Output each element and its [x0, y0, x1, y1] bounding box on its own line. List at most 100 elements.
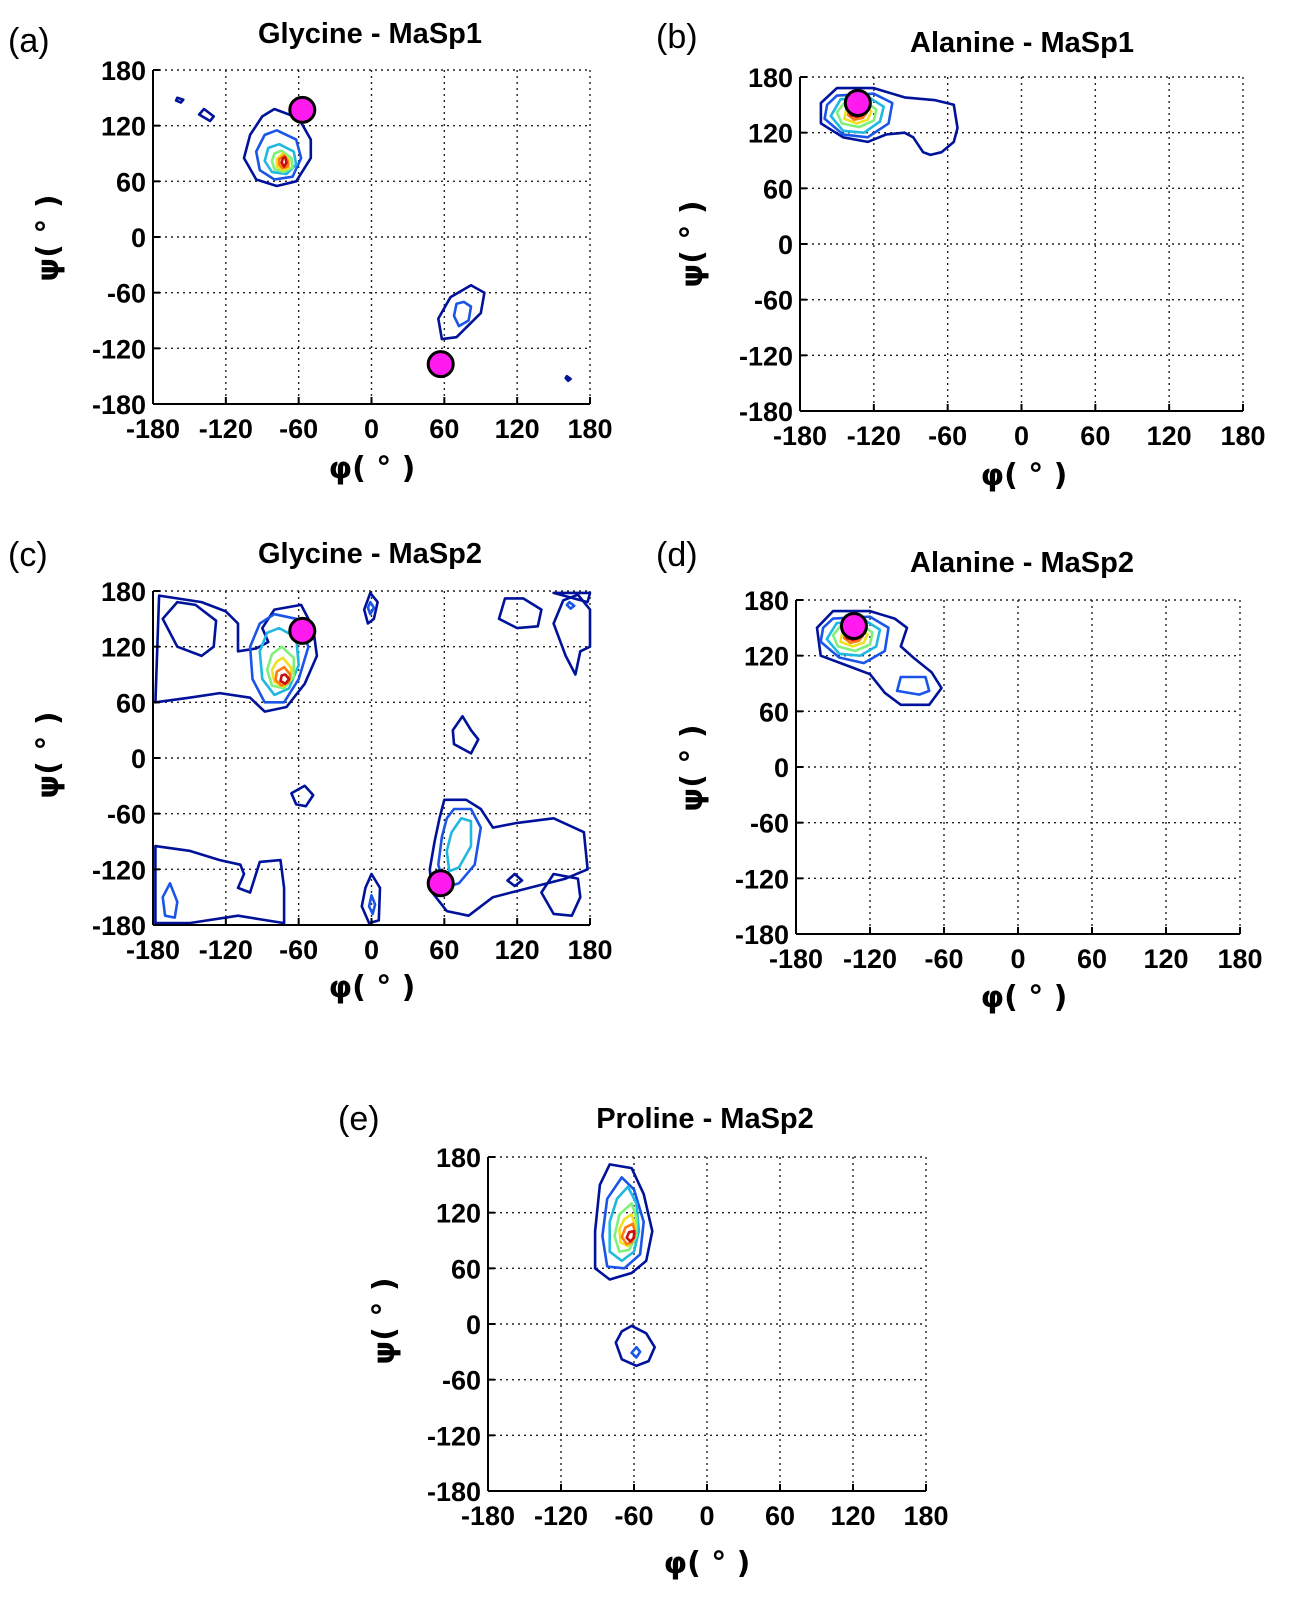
contour-level-5: [275, 152, 291, 172]
grid-lines: [796, 599, 1241, 934]
y-axis-label: ψ( ° ): [31, 711, 66, 798]
y-tick-label: -60: [754, 286, 793, 316]
x-tick-label: -60: [614, 1501, 653, 1531]
x-tick-label: 0: [1010, 944, 1025, 974]
contour-level-1: [552, 591, 592, 604]
grid-lines: [800, 76, 1244, 411]
y-axis-label: ψ( ° ): [675, 200, 710, 287]
contour-level-4: [265, 645, 296, 690]
panel-title: Alanine - MaSp2: [910, 547, 1134, 579]
panel-title: Glycine - MaSp1: [258, 18, 482, 50]
contour-level-1: [819, 86, 959, 157]
contour-level-3: [608, 1185, 641, 1263]
x-tick-label: -180: [769, 944, 823, 974]
x-tick-label: 180: [903, 1501, 948, 1531]
x-tick-label: -60: [924, 944, 963, 974]
reference-marker: [288, 616, 317, 645]
y-tick-label: -120: [735, 864, 789, 894]
x-tick-label: 60: [429, 935, 459, 965]
contour-level-2: [895, 675, 931, 696]
y-tick-label: 120: [101, 633, 146, 663]
contour-level-2: [565, 600, 576, 610]
x-tick-label: -120: [199, 935, 253, 965]
y-axis-label: ψ( ° ): [675, 724, 710, 811]
contour-lines: [819, 86, 959, 157]
contour-level-6: [277, 154, 290, 170]
x-tick-label: 60: [429, 414, 459, 444]
contour-level-1: [552, 593, 592, 676]
contour-level-1: [290, 784, 315, 808]
contour-level-6: [274, 665, 292, 687]
contour-level-1: [564, 374, 572, 383]
panel-a: (a) Glycine - MaSp1 -180-180 -120 -120 -60 -60…: [8, 18, 613, 486]
reference-marker: [843, 88, 872, 117]
contour-level-1: [362, 591, 379, 625]
x-tick-label: -60: [928, 421, 967, 451]
contour-level-1: [154, 594, 319, 713]
y-tick-label: 120: [748, 119, 793, 149]
x-axis-label: φ( ° ): [981, 458, 1068, 493]
contour-level-3: [445, 816, 473, 873]
y-tick-label: -180: [427, 1477, 481, 1507]
panel-title: Glycine - MaSp2: [258, 538, 482, 570]
x-tick-label: -60: [279, 935, 318, 965]
contour-level-2: [161, 881, 179, 919]
reference-marker: [426, 350, 455, 379]
y-tick-label: 0: [131, 223, 146, 253]
x-axis-label: φ( ° ): [664, 1546, 751, 1581]
contour-level-1: [154, 844, 286, 925]
y-tick-label: 180: [436, 1143, 481, 1173]
y-tick-label: -180: [739, 397, 793, 427]
panel-c: (c) Glycine - MaSp2 -180-180 -120 -120 -60 -60…: [8, 536, 613, 1005]
x-tick-label: -180: [126, 935, 180, 965]
x-tick-label: 0: [699, 1501, 714, 1531]
contour-level-3: [825, 619, 882, 657]
x-tick-label: -180: [773, 421, 827, 451]
contour-level-2: [367, 893, 377, 916]
y-tick-label: -120: [92, 855, 146, 885]
contour-level-2: [823, 92, 894, 139]
x-tick-label: 180: [1220, 421, 1265, 451]
contour-level-3: [258, 626, 301, 697]
reference-marker: [839, 611, 868, 640]
panel-label: (b): [656, 18, 698, 56]
x-tick-label: 120: [1143, 944, 1188, 974]
contour-level-4: [613, 1202, 638, 1253]
y-tick-label: 0: [778, 230, 793, 260]
panel-title: Alanine - MaSp1: [910, 27, 1134, 59]
contour-lines: [174, 96, 572, 383]
contour-level-1: [497, 597, 543, 630]
contour-level-2: [601, 1176, 646, 1270]
y-tick-label: 180: [748, 63, 793, 93]
x-tick-label: 180: [1217, 944, 1262, 974]
y-tick-label: -120: [739, 341, 793, 371]
reference-marker: [426, 869, 455, 898]
y-tick-label: 60: [116, 688, 146, 718]
panel-label: (e): [338, 1100, 380, 1138]
x-tick-label: 180: [567, 414, 612, 444]
contour-level-1: [174, 96, 185, 104]
contour-level-7: [280, 155, 288, 168]
x-tick-label: -120: [843, 944, 897, 974]
x-tick-label: 60: [1080, 421, 1110, 451]
panel-label: (c): [8, 536, 48, 574]
x-tick-label: 120: [1147, 421, 1192, 451]
x-axis-label: φ( ° ): [981, 980, 1068, 1015]
grid-lines: [488, 1156, 927, 1491]
y-tick-label: 120: [436, 1199, 481, 1229]
contour-level-1: [540, 872, 582, 918]
y-tick-label: 60: [759, 697, 789, 727]
contour-level-1: [242, 107, 313, 188]
y-tick-label: 120: [744, 642, 789, 672]
contour-level-1: [815, 609, 943, 707]
x-tick-label: -180: [461, 1501, 515, 1531]
y-tick-label: 180: [101, 56, 146, 86]
x-tick-label: -120: [534, 1501, 588, 1531]
y-tick-label: 0: [131, 744, 146, 774]
contour-level-2: [819, 615, 890, 665]
y-axis-label: ψ( ° ): [31, 194, 66, 281]
contour-level-3: [829, 96, 885, 134]
x-tick-label: 120: [495, 935, 540, 965]
y-tick-label: 60: [763, 174, 793, 204]
contour-level-2: [254, 129, 303, 181]
